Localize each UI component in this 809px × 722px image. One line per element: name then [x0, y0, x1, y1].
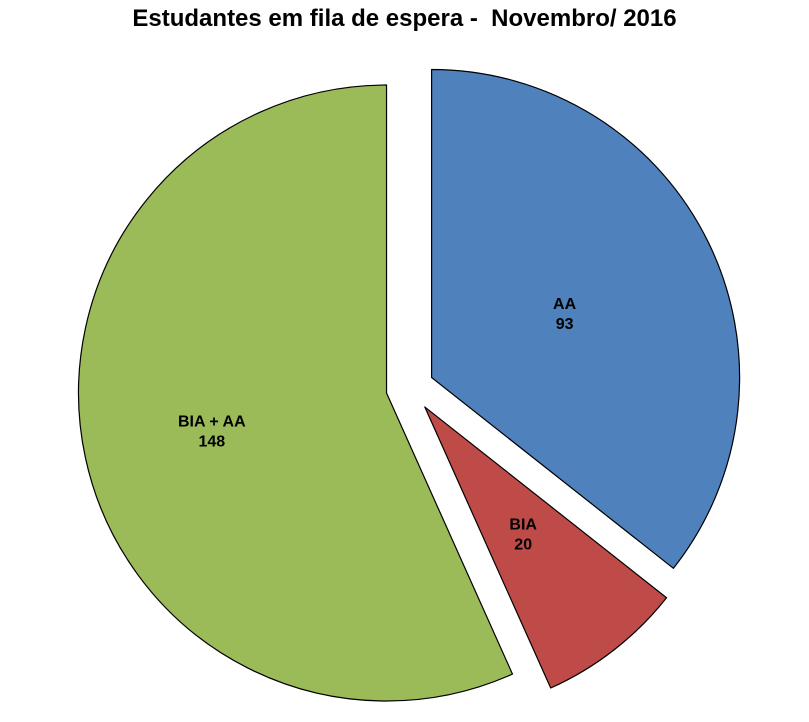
slice-label-bia-aa: BIA + AA 148 [178, 413, 246, 450]
slice-label-aa: AA 93 [553, 296, 577, 333]
pie-slice-aa [431, 68, 741, 569]
pie-slice-bia-aa [78, 84, 514, 702]
chart-title: Estudantes em fila de espera - Novembro/… [132, 5, 677, 32]
slice-label-bia: BIA 20 [509, 516, 537, 553]
pie-slice-bia [424, 406, 668, 689]
